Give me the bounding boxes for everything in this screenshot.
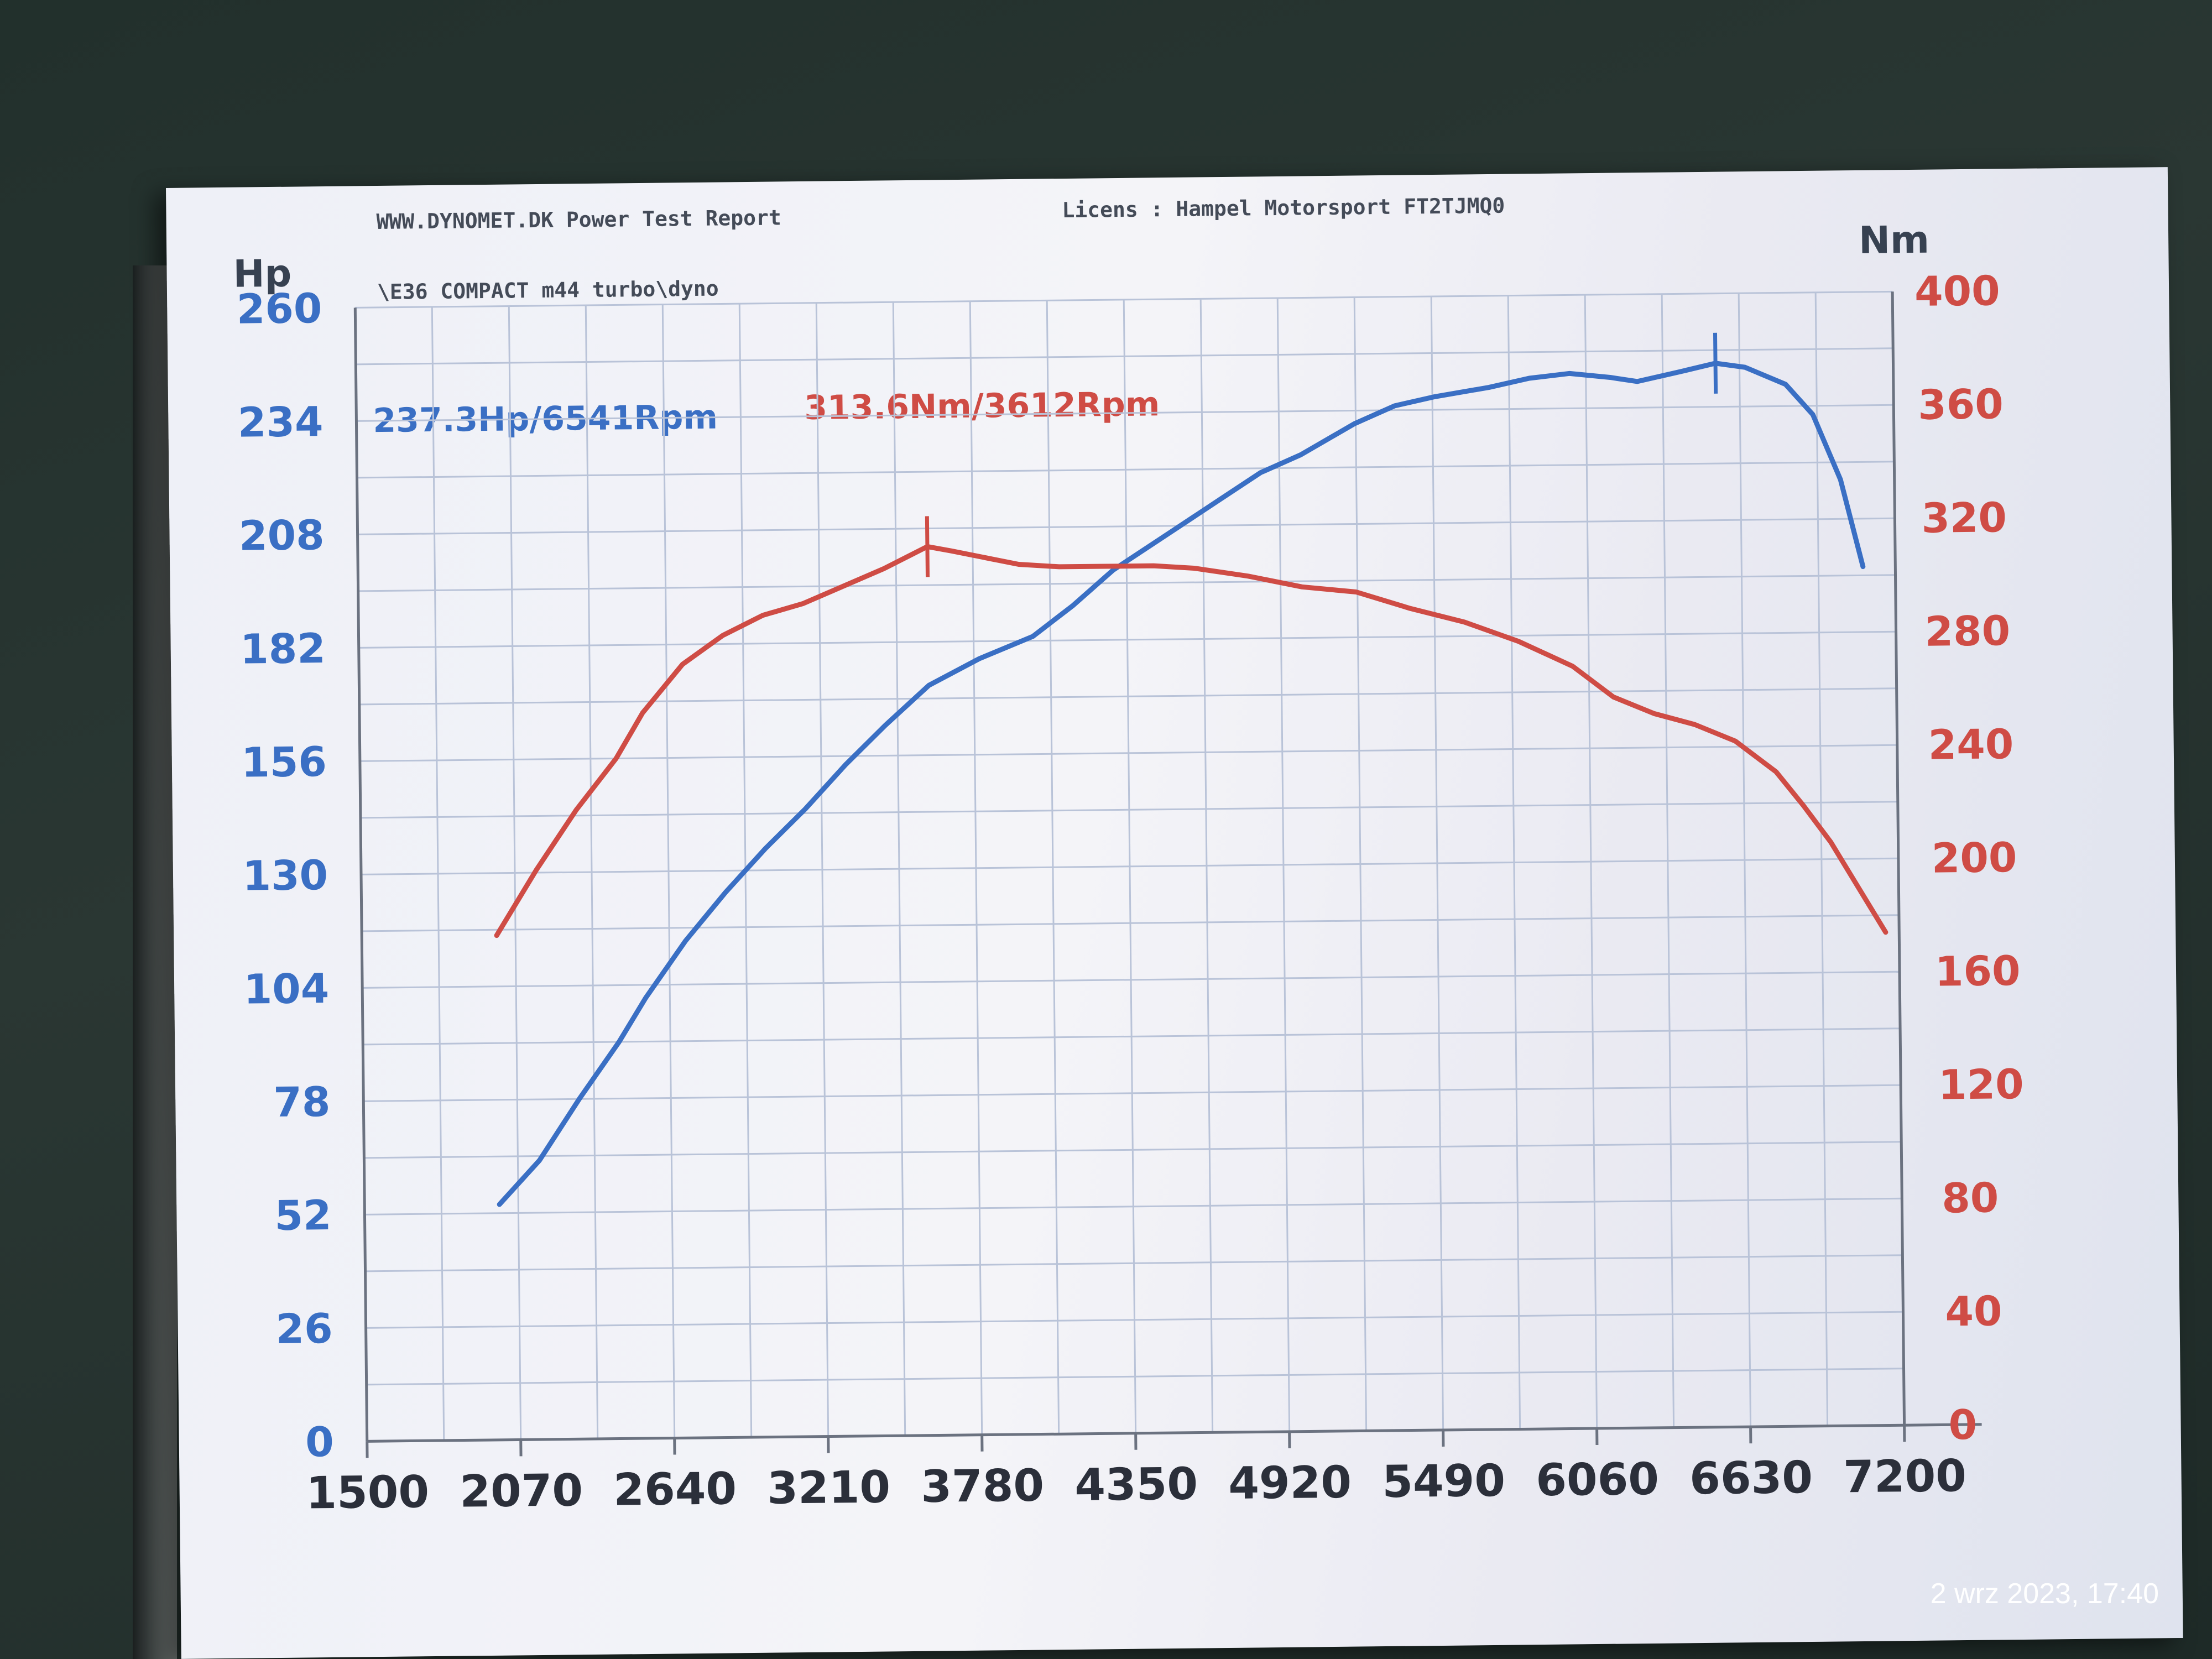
y-right-tick-label: 160 <box>1935 947 2021 996</box>
right-axis-line <box>1891 291 1906 1426</box>
report-file-path: \E36 COMPACT m44 turbo\dyno <box>377 276 719 304</box>
x-axis-line <box>367 1423 1982 1443</box>
grid-line-horizontal <box>355 290 1893 309</box>
x-tick-label: 2640 <box>613 1463 737 1515</box>
x-tick-label: 2070 <box>460 1464 583 1517</box>
right-axis-unit: Nm <box>1859 218 1930 263</box>
grid-line-horizontal <box>357 461 1895 479</box>
y-left-tick-label: 208 <box>239 512 325 560</box>
y-right-tick-label: 200 <box>1931 834 2017 883</box>
x-tick-label: 7200 <box>1843 1450 1967 1503</box>
y-left-tick-label: 156 <box>241 738 327 787</box>
x-tick-label: 1500 <box>306 1466 430 1519</box>
grid-line-horizontal <box>364 1197 1902 1215</box>
x-tick-label: 3210 <box>767 1461 891 1514</box>
grid-line-horizontal <box>357 517 1895 535</box>
x-tick-label: 4920 <box>1228 1457 1352 1509</box>
report-header-right: Licens : Hampel Motorsport FT2TJMQ0 <box>1062 194 1505 222</box>
x-tick-label: 5490 <box>1382 1455 1506 1507</box>
grid-line-horizontal <box>358 574 1896 592</box>
power-curve-hp <box>497 361 1866 1207</box>
y-left-tick-label: 78 <box>273 1078 331 1126</box>
y-left-tick-label: 52 <box>274 1192 332 1240</box>
grid-line-horizontal <box>360 801 1898 819</box>
axes <box>353 291 1982 1443</box>
grid-line-horizontal <box>359 687 1897 706</box>
y-right-tick-label: 360 <box>1918 380 2004 429</box>
y-left-tick-label: 234 <box>238 398 324 447</box>
x-tick-label: 6060 <box>1536 1453 1660 1506</box>
photo-timestamp: 2 wrz 2023, 17:40 <box>1930 1578 2159 1610</box>
y-left-tick-label: 182 <box>240 625 326 674</box>
tick-labels: 0 26 52 78 104 130 156 182 208 234 260 0 40 80 120 160 2… <box>236 267 2024 1519</box>
x-tick-label: 3780 <box>921 1460 1045 1512</box>
grid-line-horizontal <box>356 404 1894 422</box>
grid-line-horizontal <box>366 1368 1904 1386</box>
dyno-chart: WWW.DYNOMET.DK Power Test Report Licens … <box>233 194 2024 1519</box>
peak-markers <box>925 332 1718 577</box>
report-header-left: WWW.DYNOMET.DK Power Test Report <box>376 205 781 234</box>
y-left-tick-label: 260 <box>236 285 322 333</box>
left-axis-line <box>353 307 369 1442</box>
grid-line-horizontal <box>366 1311 1903 1329</box>
grid-line-horizontal <box>361 857 1898 875</box>
left-axis-unit: Hp <box>233 252 291 296</box>
y-left-tick-label: 130 <box>242 852 328 900</box>
y-right-tick-label: 320 <box>1921 494 2007 542</box>
y-left-tick-label: 0 <box>305 1418 334 1467</box>
y-right-tick-label: 80 <box>1942 1174 1999 1222</box>
y-right-tick-label: 40 <box>1945 1287 2002 1335</box>
y-right-tick-label: 240 <box>1928 721 2013 769</box>
grid-line-horizontal <box>364 1141 1902 1159</box>
y-right-tick-label: 120 <box>1938 1061 2024 1109</box>
torque-curve-nm <box>494 544 1888 938</box>
grid-line-horizontal <box>365 1254 1903 1272</box>
y-right-tick-label: 0 <box>1948 1401 1977 1449</box>
peak-torque-label: 313.6Nm/3612Rpm <box>804 385 1160 427</box>
x-tick-label: 4350 <box>1074 1458 1198 1511</box>
y-right-tick-label: 400 <box>1914 267 2000 316</box>
dyno-report-sheet: WWW.DYNOMET.DK Power Test Report Licens … <box>166 167 2183 1659</box>
x-tick-label: 6630 <box>1689 1452 1813 1504</box>
grid-line-horizontal <box>362 971 1900 989</box>
grid-line-horizontal <box>358 630 1896 649</box>
series <box>494 361 1888 1207</box>
y-left-tick-label: 26 <box>275 1305 333 1353</box>
grid-line-horizontal <box>363 1084 1901 1102</box>
y-left-tick-label: 104 <box>243 965 329 1014</box>
y-right-tick-label: 280 <box>1924 607 2010 656</box>
grid <box>354 290 1906 1442</box>
grid-line-horizontal <box>362 914 1899 932</box>
grid-line-horizontal <box>356 347 1893 366</box>
